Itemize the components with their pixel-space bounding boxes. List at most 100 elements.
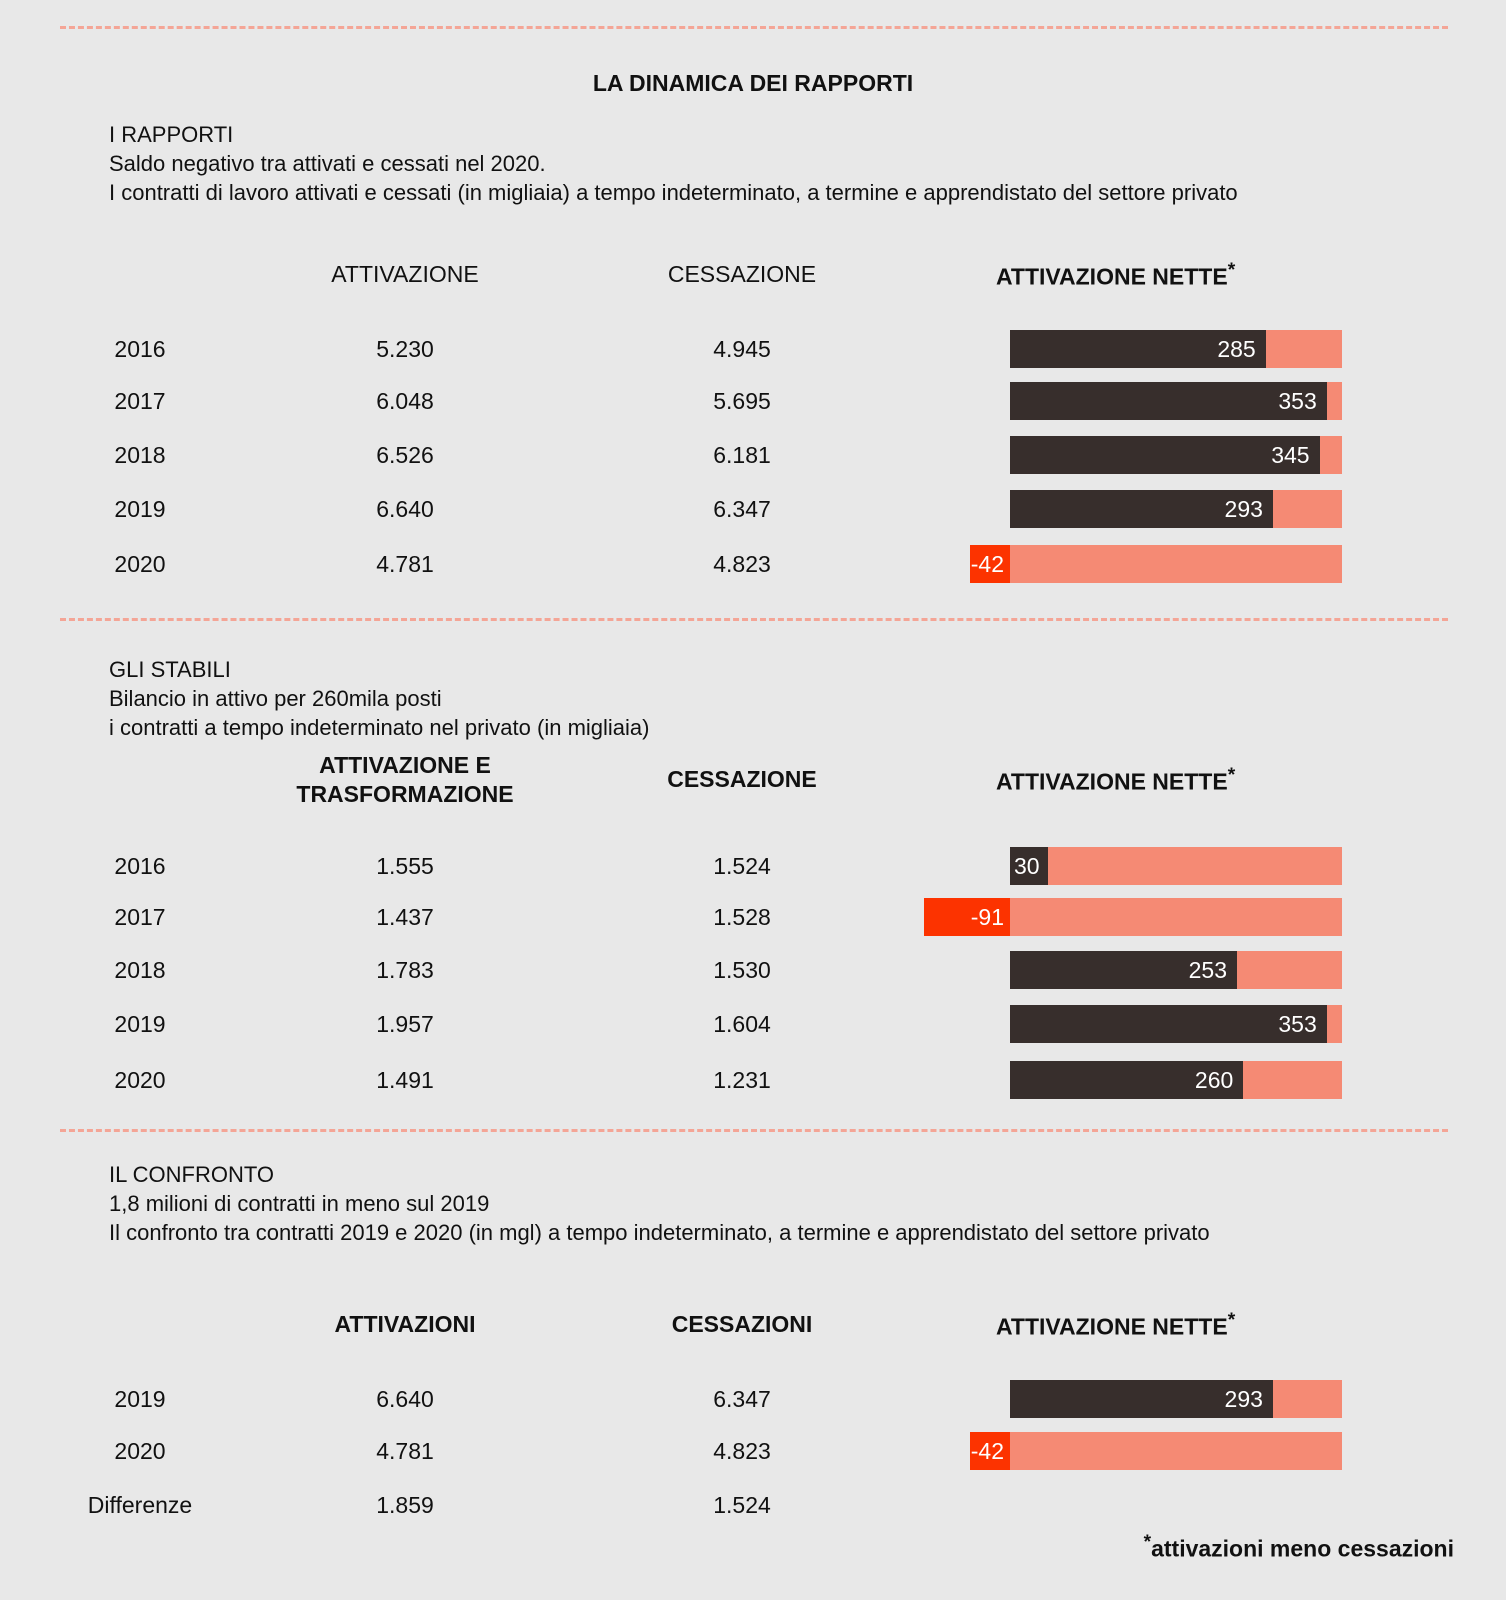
net-value-label: 253 xyxy=(1188,957,1228,983)
row-cessations: 4.945 xyxy=(713,336,771,362)
row-activations: 1.555 xyxy=(376,853,434,879)
net-value-label: -91 xyxy=(970,904,1004,930)
divider xyxy=(60,26,1448,29)
section-description: Il confronto tra contratti 2019 e 2020 (… xyxy=(109,1220,1210,1245)
footnote-text: attivazioni meno cessazioni xyxy=(1151,1535,1454,1562)
row-activations: 6.640 xyxy=(376,496,434,522)
section-description: i contratti a tempo indeterminato nel pr… xyxy=(109,715,650,740)
net-bar-positive: 345 xyxy=(1010,436,1320,474)
row-activations: 1.437 xyxy=(376,904,434,930)
net-bar-positive: 353 xyxy=(1010,382,1327,420)
row-cessations: 1.524 xyxy=(713,1492,771,1518)
section-subtitle: Saldo negativo tra attivati e cessati ne… xyxy=(109,151,546,176)
row-cessations: 1.604 xyxy=(713,1011,771,1037)
row-cessations: 6.181 xyxy=(713,442,771,468)
row-activations: 1.783 xyxy=(376,957,434,983)
row-cessations: 4.823 xyxy=(713,551,771,577)
page-title: LA DINAMICA DEI RAPPORTI xyxy=(592,70,914,96)
section-heading: I RAPPORTI xyxy=(109,122,234,147)
column-header-net: ATTIVAZIONE NETTE* xyxy=(996,1310,1236,1340)
footnote-mark: * xyxy=(1143,1532,1152,1553)
column-header-activations: ATTIVAZIONI xyxy=(334,1311,476,1337)
column-header-cessations: CESSAZIONI xyxy=(671,1311,813,1337)
row-activations: 6.640 xyxy=(376,1386,434,1412)
row-activations: 1.491 xyxy=(376,1067,434,1093)
row-year: 2019 xyxy=(114,1011,166,1037)
net-bar-track: 353 xyxy=(1010,1005,1342,1043)
section-subtitle: 1,8 milioni di contratti in meno sul 201… xyxy=(109,1191,490,1216)
net-value-label: 353 xyxy=(1278,1011,1317,1037)
net-bar-track: 253 xyxy=(1010,951,1342,989)
net-bar-track: -42 xyxy=(970,545,1342,583)
row-year: 2016 xyxy=(114,336,166,362)
net-value-label: 293 xyxy=(1224,1386,1263,1412)
section-subtitle: Bilancio in attivo per 260mila posti xyxy=(109,686,442,711)
row-cessations: 1.231 xyxy=(713,1067,771,1093)
divider xyxy=(60,618,1448,621)
row-activations: 6.048 xyxy=(376,388,434,414)
row-year: 2020 xyxy=(114,551,166,577)
row-cessations: 6.347 xyxy=(713,1386,771,1412)
net-bar-track: 345 xyxy=(1010,436,1342,474)
net-bar-negative: -91 xyxy=(924,898,1010,936)
row-year: 2019 xyxy=(114,496,166,522)
row-year: 2020 xyxy=(114,1067,166,1093)
column-header-activations: ATTIVAZIONE xyxy=(331,261,479,287)
footnote: *attivazioni meno cessazioni xyxy=(1144,1532,1454,1563)
row-year: 2017 xyxy=(114,904,166,930)
row-year: 2016 xyxy=(114,853,166,879)
row-year: 2020 xyxy=(114,1438,166,1464)
asterisk: * xyxy=(1227,1310,1236,1331)
net-bar-negative: -42 xyxy=(970,545,1010,583)
row-year: Differenze xyxy=(87,1492,193,1518)
net-bar-positive: 353 xyxy=(1010,1005,1327,1043)
net-bar-positive: 293 xyxy=(1010,490,1273,528)
row-activations: 4.781 xyxy=(376,1438,434,1464)
row-year: 2019 xyxy=(114,1386,166,1412)
section-heading: GLI STABILI xyxy=(109,657,231,682)
divider xyxy=(60,1129,1448,1132)
net-value-label: 285 xyxy=(1217,336,1256,362)
row-activations: 1.957 xyxy=(376,1011,434,1037)
net-bar-track: 353 xyxy=(1010,382,1342,420)
column-header-cessations: CESSAZIONE xyxy=(667,766,817,792)
asterisk: * xyxy=(1227,765,1236,786)
row-cessations: 1.530 xyxy=(713,957,771,983)
net-value-label: 293 xyxy=(1224,496,1263,522)
net-value-label: -42 xyxy=(970,551,1004,577)
net-bar-track: 30 xyxy=(1010,847,1342,885)
net-bar-track: -42 xyxy=(970,1432,1342,1470)
row-cessations: 1.524 xyxy=(713,853,771,879)
net-value-label: 353 xyxy=(1278,388,1317,414)
section-heading: IL CONFRONTO xyxy=(109,1162,275,1187)
net-bar-track: 293 xyxy=(1010,1380,1342,1418)
net-bar-track: -91 xyxy=(924,898,1342,936)
net-bar-track: 293 xyxy=(1010,490,1342,528)
row-year: 2017 xyxy=(114,388,166,414)
row-activations: 4.781 xyxy=(376,551,434,577)
net-bar-positive: 30 xyxy=(1010,847,1048,885)
row-year: 2018 xyxy=(114,957,166,983)
net-value-label: 260 xyxy=(1194,1067,1234,1093)
row-cessations: 1.528 xyxy=(713,904,771,930)
net-bar-positive: 285 xyxy=(1010,330,1266,368)
column-header-net: ATTIVAZIONE NETTE* xyxy=(996,765,1236,795)
row-cessations: 5.695 xyxy=(713,388,771,414)
row-cessations: 4.823 xyxy=(713,1438,771,1464)
section-description: I contratti di lavoro attivati e cessati… xyxy=(109,180,1238,205)
asterisk: * xyxy=(1227,260,1236,281)
net-value-label: -42 xyxy=(970,1438,1004,1464)
net-bar-positive: 293 xyxy=(1010,1380,1273,1418)
net-bar-positive: 260 xyxy=(1010,1061,1244,1099)
row-activations: 6.526 xyxy=(376,442,434,468)
net-bar-positive: 253 xyxy=(1010,951,1238,989)
net-value-label: 345 xyxy=(1271,442,1310,468)
net-bar-track: 285 xyxy=(1010,330,1342,368)
net-value-label: 30 xyxy=(1014,853,1040,879)
row-cessations: 6.347 xyxy=(713,496,771,522)
column-header-net: ATTIVAZIONE NETTE* xyxy=(996,260,1236,290)
row-year: 2018 xyxy=(114,442,166,468)
net-bar-negative: -42 xyxy=(970,1432,1010,1470)
column-header-cessations: CESSAZIONE xyxy=(667,261,817,287)
